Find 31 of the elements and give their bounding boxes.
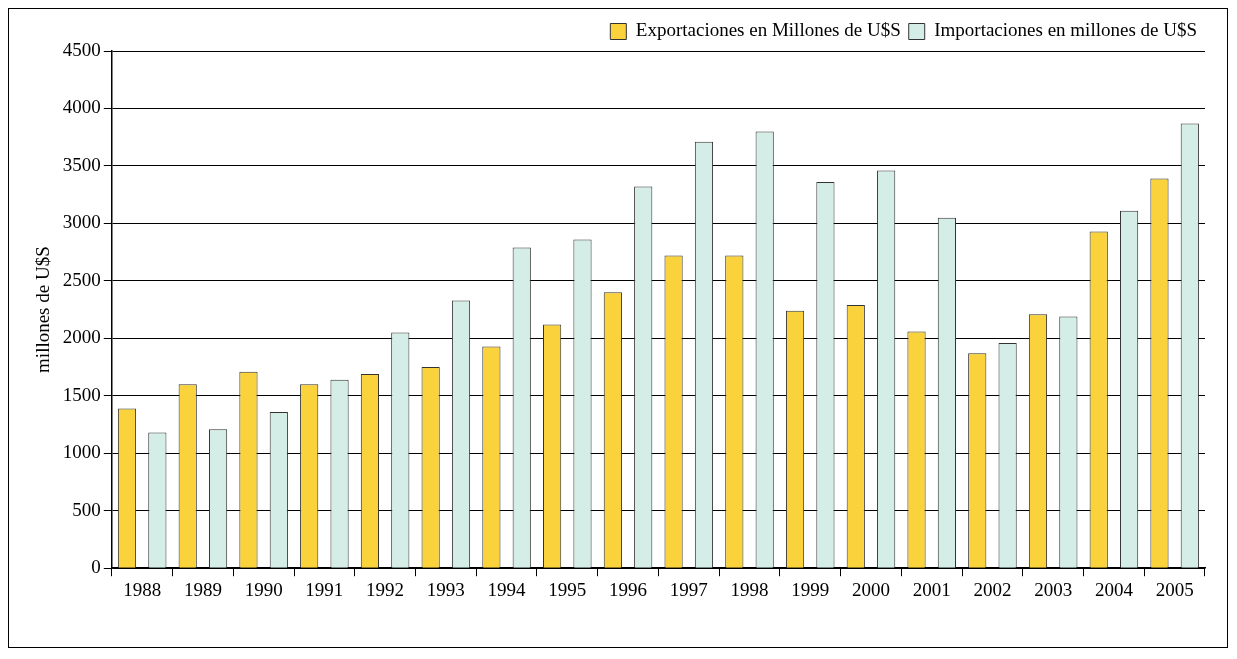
x-tick-label: 1995 <box>548 578 587 600</box>
y-axis-title: millones de U$S <box>32 246 54 373</box>
x-tick-label: 1996 <box>609 578 648 600</box>
y-tick-label: 0 <box>91 556 101 578</box>
y-tick-label: 1000 <box>62 441 101 463</box>
x-tick-label: 2004 <box>1094 578 1134 600</box>
y-tick-label: 4000 <box>62 96 101 118</box>
x-tick-label: 1999 <box>791 578 830 600</box>
x-tick-label: 2002 <box>973 578 1012 600</box>
legend-label: Exportaciones en Millones de U$S <box>635 19 901 41</box>
x-tick-label: 1990 <box>244 578 283 600</box>
x-tick-label: 1992 <box>366 578 405 600</box>
x-tick-label: 1988 <box>123 578 162 600</box>
y-tick-label: 2000 <box>62 326 101 348</box>
y-tick-label: 4500 <box>62 38 101 60</box>
x-tick-label: 1994 <box>487 578 527 600</box>
x-tick-label: 1998 <box>730 578 769 600</box>
x-tick-label: 2003 <box>1034 578 1073 600</box>
x-tick-label: 1997 <box>669 578 708 600</box>
x-tick-label: 1989 <box>183 578 222 600</box>
x-tick-label: 2005 <box>1155 578 1194 600</box>
y-tick-label: 500 <box>72 498 101 520</box>
y-tick-label: 3500 <box>62 153 101 175</box>
y-tick-label: 1500 <box>62 383 101 405</box>
x-tick-label: 2001 <box>912 578 951 600</box>
legend-label: Importaciones en millones de U$S <box>934 19 1197 41</box>
y-tick-label: 3000 <box>62 211 101 233</box>
x-tick-label: 1993 <box>426 578 465 600</box>
y-tick-label: 2500 <box>62 268 101 290</box>
x-tick-label: 1991 <box>305 578 344 600</box>
x-tick-label: 2000 <box>851 578 890 600</box>
